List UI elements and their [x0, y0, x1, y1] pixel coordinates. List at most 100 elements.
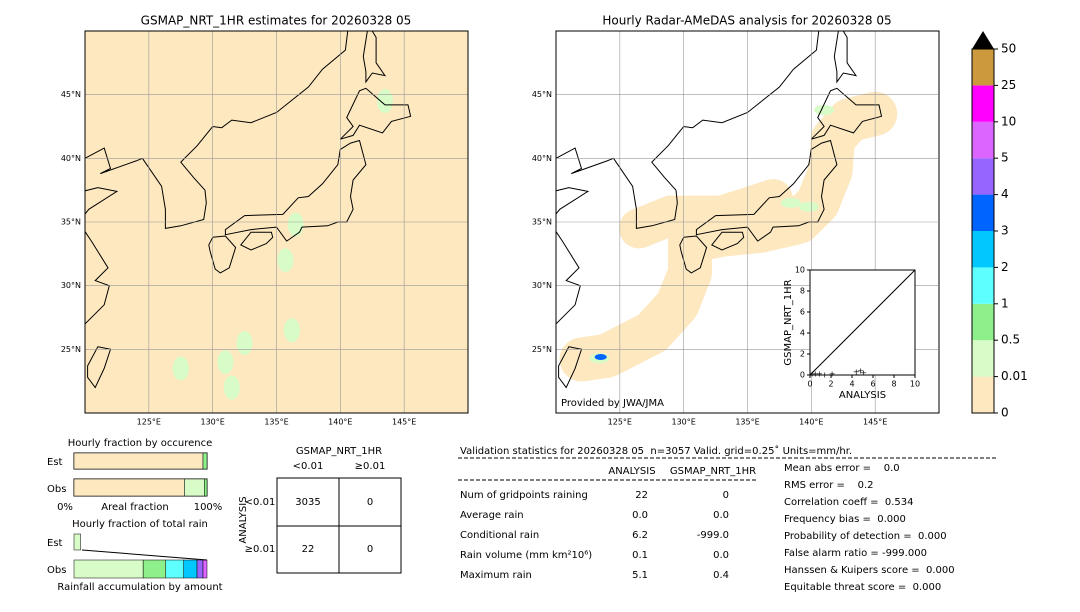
- y-axis-label: GSMAP_NRT_1HR: [783, 279, 794, 365]
- scatter-point: +: [829, 369, 836, 378]
- rain-area: [798, 201, 819, 212]
- stats-label: Average rain: [460, 510, 524, 521]
- colorbar-segment: [972, 303, 994, 341]
- colorbar-segment: [972, 376, 994, 413]
- lat-tick-label: 35°N: [532, 218, 552, 227]
- coastline: [221, 31, 349, 129]
- coastline: [613, 125, 693, 229]
- map-frame: [555, 30, 940, 414]
- row-label: ≥0.01: [245, 544, 276, 555]
- lon-tick-label: 135°E: [264, 418, 288, 427]
- rain-area: [172, 356, 189, 381]
- fraction-segment: [196, 559, 204, 579]
- colorbar-segment: [972, 231, 994, 268]
- diagonal: [809, 269, 916, 376]
- colorbar-label: 10: [1001, 114, 1016, 128]
- map-credit: Provided by JWA/JMA: [561, 398, 664, 409]
- coastline: [679, 235, 708, 274]
- colorbar-label: 25: [1001, 78, 1016, 92]
- colorbar-label: 50: [1001, 42, 1016, 56]
- lon-tick-label: 135°E: [735, 418, 759, 427]
- scatter-point: +: [853, 367, 860, 376]
- rain-area: [283, 318, 300, 343]
- colorbar-label: 5: [1001, 151, 1009, 165]
- left-map-title: GSMAP_NRT_1HR estimates for 20260328 05: [141, 14, 412, 28]
- fraction-segment: [183, 559, 198, 579]
- lon-tick-label: 125°E: [137, 418, 161, 427]
- coastline: [810, 87, 883, 140]
- table-cell: 22: [302, 544, 315, 555]
- stats-value: 5.1: [632, 570, 648, 581]
- stats-value: -999.0: [697, 530, 729, 541]
- table-cell: 3035: [295, 497, 320, 508]
- stats-label: Conditional rain: [460, 530, 539, 541]
- rain-area: [217, 350, 234, 375]
- coastline: [695, 139, 838, 242]
- stats-value: 0: [723, 490, 729, 501]
- row-title: ANALYSIS: [238, 496, 249, 543]
- fraction-segment: [204, 478, 208, 497]
- lat-tick-label: 40°N: [532, 154, 552, 163]
- fraction-segment: [202, 452, 208, 470]
- axis-label: Areal fraction: [101, 502, 168, 513]
- scatter-point: +: [857, 366, 864, 375]
- coastline: [224, 139, 367, 242]
- col-title: GSMAP_NRT_1HR: [296, 446, 382, 457]
- colorbar-label: 0.01: [1001, 369, 1028, 383]
- stats-label: Num of gridpoints raining: [460, 490, 588, 501]
- y-tick-label: 4: [800, 329, 805, 338]
- score: Correlation coeff = 0.534: [784, 497, 914, 508]
- coastline: [208, 235, 237, 274]
- colorbar-segment: [972, 85, 994, 122]
- fraction-segment: [202, 559, 208, 579]
- coastline: [240, 231, 274, 251]
- coastline: [362, 31, 387, 84]
- fraction-segment: [142, 559, 167, 579]
- rain-area: [377, 89, 394, 114]
- stats-value: 0.0: [632, 510, 648, 521]
- fraction-segment: [73, 452, 204, 470]
- stats-value: 22: [635, 490, 648, 501]
- rain-area: [236, 330, 253, 355]
- rain-area: [814, 104, 835, 115]
- total-rain-title: Hourly fraction of total rain: [72, 519, 208, 530]
- coastline: [692, 31, 820, 129]
- stats-column: GSMAP_NRT_1HR: [670, 466, 756, 477]
- stats-value: 0.4: [713, 570, 729, 581]
- rain-area: [780, 197, 801, 208]
- obs-label: Obs: [47, 484, 66, 495]
- scatter-point: +: [809, 369, 816, 378]
- score: False alarm ratio = -999.000: [784, 548, 927, 559]
- x-tick-label: 8: [891, 380, 896, 389]
- score: Hanssen & Kuipers score = 0.000: [784, 565, 955, 576]
- lat-tick-label: 25°N: [61, 345, 81, 354]
- stats-label: Rain volume (mm km²10⁶): [460, 550, 592, 561]
- colorbar-label: 3: [1001, 224, 1009, 238]
- y-tick-label: 10: [795, 266, 805, 275]
- axis-max: 100%: [194, 502, 223, 513]
- colorbar-label: 2: [1001, 260, 1009, 274]
- rain-area: [277, 248, 294, 273]
- y-tick-label: 0: [800, 371, 805, 380]
- table-cell: 0: [367, 497, 373, 508]
- colorbar-segment: [972, 267, 994, 304]
- colorbar-segment: [972, 121, 994, 159]
- scatter-point: +: [821, 371, 828, 380]
- connector: [81, 549, 208, 561]
- scatter-point: +: [812, 369, 819, 378]
- coastline: [711, 231, 745, 251]
- fraction-segment: [165, 559, 184, 579]
- axis-min: 0%: [57, 502, 73, 513]
- map-frame: [84, 30, 469, 414]
- x-tick-label: 6: [870, 380, 875, 389]
- axis-label: Rainfall accumulation by amount: [57, 582, 222, 593]
- coastline: [339, 87, 412, 140]
- score: RMS error = 0.2: [784, 480, 874, 491]
- stats-value: 0.0: [713, 550, 729, 561]
- coastline: [141, 125, 222, 229]
- lat-tick-label: 25°N: [532, 345, 552, 354]
- stats-label: Maximum rain: [460, 570, 532, 581]
- radar-coverage: [559, 91, 898, 382]
- lon-tick-label: 140°E: [328, 418, 352, 427]
